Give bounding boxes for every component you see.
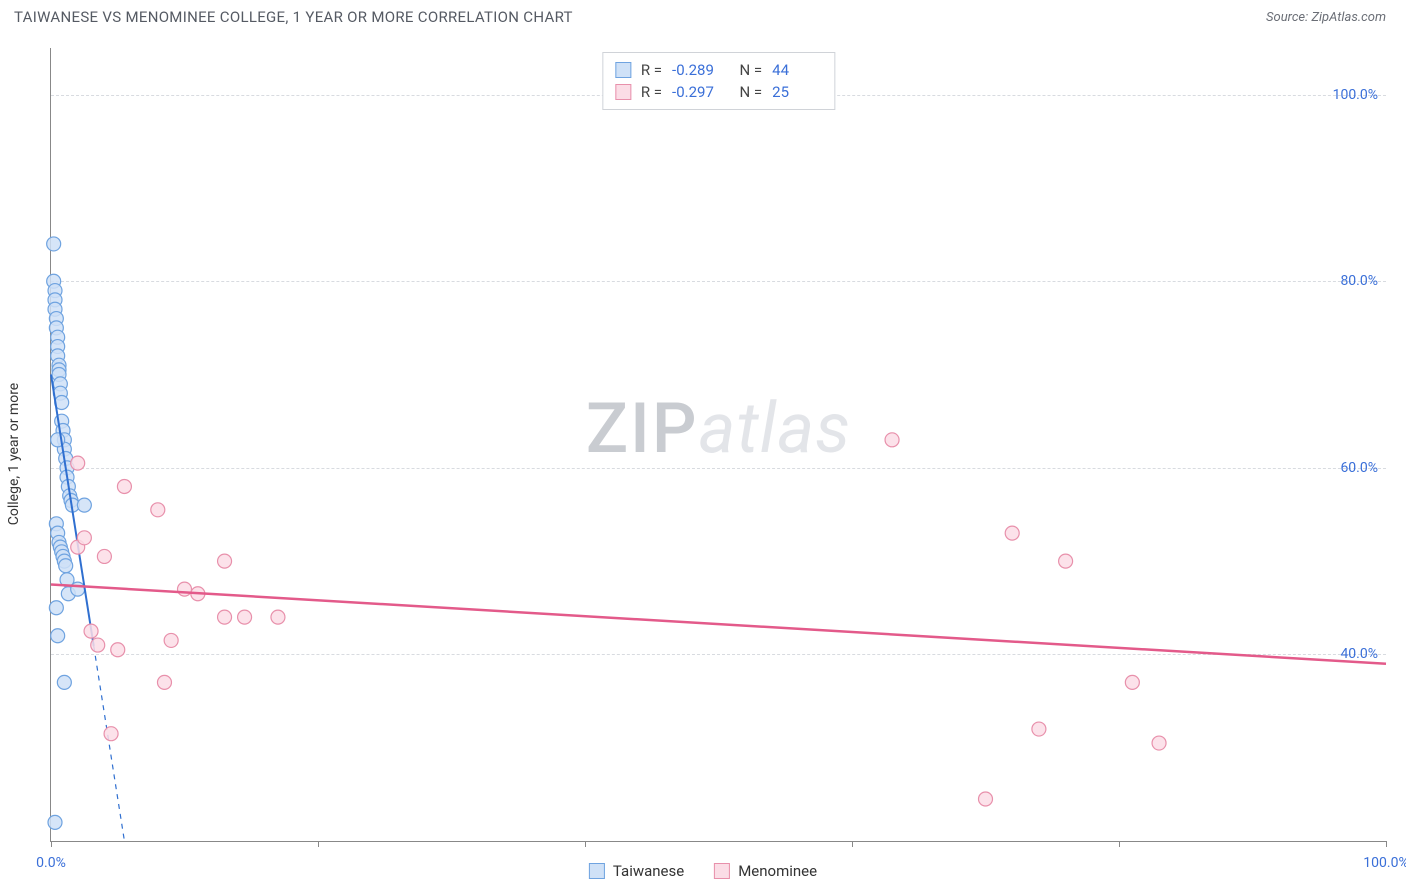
scatter-point — [157, 675, 171, 689]
legend-label: Menominee — [738, 862, 817, 880]
scatter-point — [48, 815, 62, 829]
chart-title: TAIWANESE VS MENOMINEE COLLEGE, 1 YEAR O… — [14, 8, 573, 26]
legend-stat-row: R = -0.289 N = 44 — [615, 59, 822, 81]
scatter-svg — [51, 48, 1386, 841]
scatter-point — [1005, 526, 1019, 540]
x-tick — [1119, 841, 1120, 847]
scatter-point — [1059, 554, 1073, 568]
scatter-point — [979, 792, 993, 806]
scatter-point — [97, 549, 111, 563]
scatter-point — [111, 643, 125, 657]
legend-item: Taiwanese — [589, 862, 684, 880]
y-axis-label: College, 1 year or more — [6, 383, 22, 525]
scatter-point — [1152, 736, 1166, 750]
scatter-point — [238, 610, 252, 624]
trend-line-dashed — [94, 646, 125, 841]
header: TAIWANESE VS MENOMINEE COLLEGE, 1 YEAR O… — [0, 0, 1406, 34]
scatter-point — [47, 237, 61, 251]
scatter-point — [218, 610, 232, 624]
scatter-point — [104, 727, 118, 741]
scatter-point — [164, 633, 178, 647]
scatter-point — [49, 601, 63, 615]
r-value: -0.289 — [672, 61, 722, 79]
n-label: N = — [732, 83, 762, 101]
r-value: -0.297 — [672, 83, 722, 101]
correlation-legend: R = -0.289 N = 44R = -0.297 N = 25 — [602, 52, 835, 110]
r-label: R = — [641, 61, 662, 79]
legend-swatch — [714, 863, 730, 879]
legend-swatch — [615, 62, 631, 78]
n-label: N = — [732, 61, 762, 79]
x-tick — [1386, 841, 1387, 847]
x-tick-label: 0.0% — [36, 855, 66, 871]
source-prefix: Source: — [1266, 10, 1311, 25]
legend-label: Taiwanese — [613, 862, 684, 880]
n-value: 25 — [772, 83, 822, 101]
n-value: 44 — [772, 61, 822, 79]
scatter-point — [84, 624, 98, 638]
scatter-point — [51, 629, 65, 643]
scatter-point — [1125, 675, 1139, 689]
scatter-point — [271, 610, 285, 624]
x-tick — [318, 841, 319, 847]
scatter-point — [91, 638, 105, 652]
x-tick — [852, 841, 853, 847]
scatter-point — [77, 531, 91, 545]
scatter-point — [77, 498, 91, 512]
series-legend: Taiwanese Menominee — [589, 862, 817, 880]
scatter-point — [71, 456, 85, 470]
scatter-point — [218, 554, 232, 568]
chart-plot-area: ZIPatlas R = -0.289 N = 44R = -0.297 N =… — [50, 48, 1386, 842]
legend-swatch — [615, 84, 631, 100]
scatter-point — [59, 559, 73, 573]
legend-swatch — [589, 863, 605, 879]
scatter-point — [71, 582, 85, 596]
scatter-point — [57, 675, 71, 689]
scatter-point — [885, 433, 899, 447]
source-name: ZipAtlas.com — [1311, 10, 1386, 25]
trend-line — [51, 584, 1386, 663]
scatter-point — [178, 582, 192, 596]
legend-item: Menominee — [714, 862, 817, 880]
x-tick-label: 100.0% — [1363, 855, 1406, 871]
scatter-point — [117, 479, 131, 493]
x-tick — [585, 841, 586, 847]
source-attribution: Source: ZipAtlas.com — [1266, 10, 1386, 25]
scatter-point — [1032, 722, 1046, 736]
x-tick — [51, 841, 52, 847]
scatter-point — [151, 503, 165, 517]
legend-stat-row: R = -0.297 N = 25 — [615, 81, 822, 103]
r-label: R = — [641, 83, 662, 101]
